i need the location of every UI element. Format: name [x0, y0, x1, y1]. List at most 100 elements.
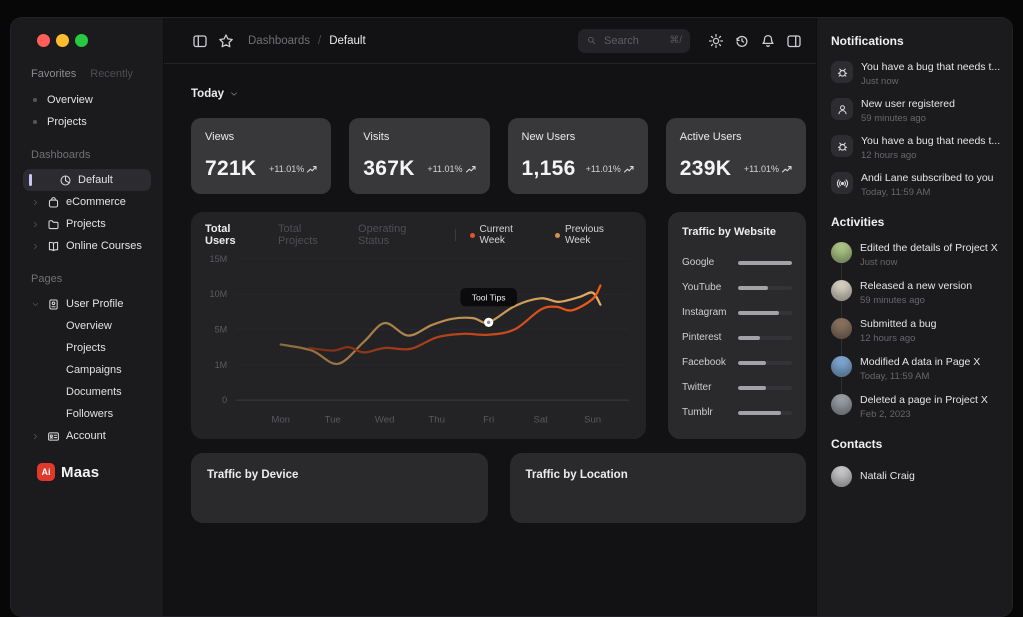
- legend-current-week[interactable]: Current Week: [469, 224, 541, 246]
- chart-tab-total-users[interactable]: Total Users: [205, 223, 236, 247]
- stat-delta-value: +11.01%: [427, 164, 463, 174]
- contact-item[interactable]: Natali Craig: [831, 464, 998, 488]
- avatar: [831, 356, 852, 377]
- sidebar-subitem-projects[interactable]: Projects: [66, 342, 106, 354]
- sidebar-item-ecommerce[interactable]: eCommerce: [23, 191, 151, 213]
- stat-card-visits: Visits 367K +11.01%: [349, 118, 490, 194]
- sidebar-subitem-followers[interactable]: Followers: [66, 408, 114, 420]
- activity-item[interactable]: Submitted a bug 12 hours ago: [831, 318, 998, 347]
- website-traffic-bar: [738, 260, 792, 265]
- stat-value: 721K: [205, 157, 257, 180]
- folder-icon: [47, 218, 60, 231]
- activity-text: Released a new version: [860, 280, 973, 292]
- traffic-light-close[interactable]: [37, 34, 50, 47]
- website-name: Google: [682, 257, 715, 268]
- website-row-facebook: Facebook: [682, 350, 792, 375]
- bug-icon: [831, 61, 853, 83]
- search-shortcut: ⌘/: [669, 35, 682, 46]
- notification-time: Today, 11:59 AM: [861, 187, 931, 198]
- activity-item[interactable]: Released a new version 59 minutes ago: [831, 280, 998, 309]
- id-badge-icon: [47, 298, 60, 311]
- sidebar-item-label: Projects: [47, 116, 87, 128]
- theme-toggle-icon[interactable]: [708, 33, 724, 49]
- card-title: Traffic by Device: [207, 469, 299, 481]
- chevron-down-icon: [229, 89, 239, 99]
- stat-label: New Users: [521, 131, 576, 143]
- avatar: [831, 242, 852, 263]
- stat-delta: +11.01%: [269, 164, 317, 174]
- chevron-down-icon: [29, 300, 41, 309]
- activity-text: Submitted a bug: [860, 318, 937, 330]
- selected-accent-bar: [29, 174, 32, 186]
- activity-item[interactable]: Modified A data in Page X Today, 11:59 AM: [831, 356, 998, 385]
- header-divider: [454, 229, 456, 241]
- sidebar-subitem-campaigns[interactable]: Campaigns: [66, 364, 122, 376]
- website-name: Tumblr: [682, 407, 713, 418]
- tab-recently[interactable]: Recently: [90, 68, 134, 80]
- activity-item[interactable]: Edited the details of Project X Just now: [831, 242, 998, 271]
- stat-delta-value: +11.01%: [585, 164, 621, 174]
- breadcrumb-section[interactable]: Dashboards: [248, 34, 311, 47]
- contact-name: Natali Craig: [860, 470, 915, 482]
- sidebar-item-online-courses[interactable]: Online Courses: [23, 235, 151, 257]
- activity-time: Feb 2, 2023: [860, 409, 911, 420]
- stat-label: Visits: [363, 131, 390, 143]
- app-logo[interactable]: Ai Maas: [37, 463, 151, 481]
- website-traffic-bar: [738, 335, 792, 340]
- website-list: Google YouTube Instagram Pinterest Facebook T…: [682, 250, 792, 425]
- stat-card-new-users: New Users 1,156 +11.01%: [507, 118, 648, 194]
- website-traffic-fill: [738, 310, 780, 315]
- website-row-pinterest: Pinterest: [682, 325, 792, 350]
- history-icon[interactable]: [734, 33, 750, 49]
- avatar: [831, 318, 852, 339]
- search-box[interactable]: ⌘/: [578, 28, 690, 53]
- sidebar-subitem-overview[interactable]: Overview: [66, 320, 112, 332]
- svg-text:Thu: Thu: [428, 414, 445, 425]
- notification-item[interactable]: You have a bug that needs t... Just now: [831, 61, 1000, 90]
- sidebar-subitem-documents[interactable]: Documents: [66, 386, 122, 398]
- bottom-cards-row: Traffic by Device Traffic by Location: [191, 453, 806, 523]
- tab-favorites[interactable]: Favorites: [31, 68, 77, 80]
- pie-chart-icon: [59, 174, 72, 187]
- shopping-bag-icon: [47, 196, 60, 209]
- sidebar-item-user-profile[interactable]: User Profile: [23, 293, 151, 315]
- right-panel-toggle-icon[interactable]: [786, 33, 802, 49]
- sidebar-item-account[interactable]: Account: [23, 425, 151, 447]
- chart-tab-total-projects[interactable]: Total Projects: [278, 223, 318, 247]
- activity-time: 12 hours ago: [860, 333, 916, 344]
- breadcrumb-page[interactable]: Default: [329, 34, 366, 47]
- chart-tab-operating-status[interactable]: Operating Status: [358, 223, 407, 247]
- chart-tooltip-label: Tool Tips: [472, 293, 506, 303]
- star-icon[interactable]: [218, 33, 234, 49]
- website-traffic-bar: [738, 410, 792, 415]
- sidebar-item-default[interactable]: Default: [23, 169, 151, 191]
- activity-item[interactable]: Deleted a page in Project X Feb 2, 2023: [831, 394, 998, 423]
- total-users-card: Total Users Total Projects Operating Statu…: [191, 212, 646, 439]
- notification-item[interactable]: Andi Lane subscribed to you Today, 11:59 …: [831, 172, 998, 201]
- legend-previous-week[interactable]: Previous Week: [554, 224, 632, 246]
- sidebar-item-projects[interactable]: Projects: [23, 213, 151, 235]
- sidebar-item-overview[interactable]: Overview: [23, 89, 151, 111]
- traffic-light-zoom[interactable]: [75, 34, 88, 47]
- chevron-right-icon: [29, 242, 41, 251]
- activities-list: Edited the details of Project X Just now R…: [831, 242, 998, 423]
- notification-item[interactable]: New user registered 59 minutes ago: [831, 98, 998, 127]
- legend-dot: [469, 232, 475, 238]
- stats-row: Views 721K +11.01% Visits 367K +11.01% New Use…: [191, 118, 806, 194]
- stat-card-active-users: Active Users 239K +11.01%: [665, 118, 806, 194]
- svg-text:5M: 5M: [215, 324, 228, 334]
- website-traffic-bar: [738, 285, 792, 290]
- notification-item[interactable]: You have a bug that needs t... 12 hours a…: [831, 135, 1000, 164]
- website-traffic-bar: [738, 310, 792, 315]
- period-selector[interactable]: Today: [191, 86, 806, 102]
- stat-delta-value: +11.01%: [743, 164, 779, 174]
- notifications-bell-icon[interactable]: [760, 33, 776, 49]
- favorites-list: Overview Projects: [23, 89, 151, 133]
- website-row-google: Google: [682, 250, 792, 275]
- topbar: Dashboards / Default ⌘/: [164, 18, 816, 64]
- bug-icon: [831, 135, 853, 157]
- sidebar-toggle-icon[interactable]: [192, 33, 208, 49]
- search-input[interactable]: [602, 33, 665, 48]
- sidebar-item-projects[interactable]: Projects: [23, 111, 151, 133]
- traffic-light-minimize[interactable]: [56, 34, 69, 47]
